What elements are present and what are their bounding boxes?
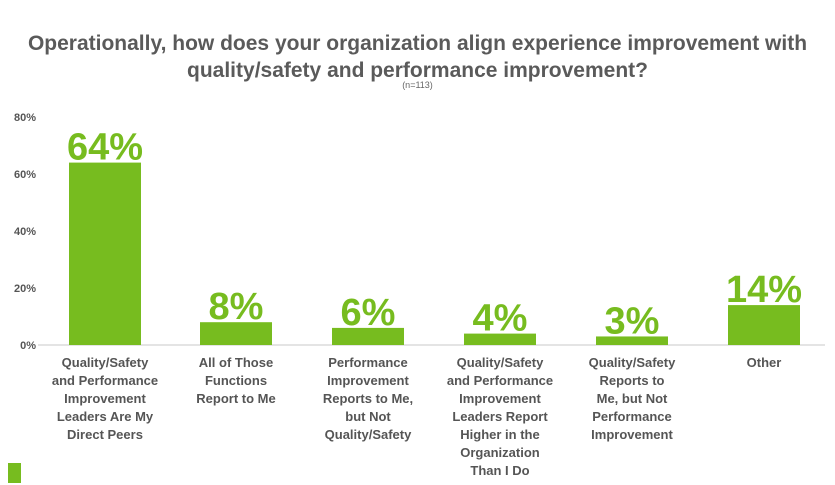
bar-chart: 0% 20% 40% 60% 80% 64% 8% 6% 4% 3% 14%: [14, 112, 825, 350]
x-tick-label-line: Higher in the: [460, 427, 540, 442]
y-tick-label: 20%: [14, 283, 36, 295]
x-tick-label: Other: [694, 354, 834, 372]
x-tick-label: All of Those Functions Report to Me: [166, 354, 306, 408]
y-tick-label: 0%: [20, 340, 36, 350]
x-tick-label-line: Leaders Report: [452, 409, 548, 424]
x-tick-label-line: Improvement: [327, 373, 409, 388]
bar: [69, 162, 141, 345]
bar: [332, 327, 404, 345]
x-tick-label: Quality/Safety Reports to Me, but Not Perfo…: [562, 354, 702, 444]
bar: [596, 336, 668, 345]
x-tick-label-line: Improvement: [64, 391, 146, 406]
data-label: 6%: [341, 292, 396, 334]
x-tick-label-line: Other: [746, 355, 782, 370]
x-tick-label-line: Quality/Safety: [588, 355, 676, 370]
x-tick-label: Quality/Safety and Performance Improvement…: [430, 354, 570, 480]
x-tick-label-line: and Performance: [51, 373, 159, 388]
x-tick-label-line: Quality/Safety: [456, 355, 544, 370]
x-tick-label-line: Improvement: [459, 391, 541, 406]
x-tick-label-line: but Not: [345, 409, 391, 424]
data-label: 3%: [605, 300, 660, 342]
chart-subtitle: (n=113): [402, 80, 433, 90]
x-tick-label-line: and Performance: [446, 373, 554, 388]
x-tick-label-line: Performance: [328, 355, 408, 370]
data-label: 4%: [473, 298, 528, 340]
y-tick-label: 60%: [14, 169, 36, 181]
x-tick-label-line: Improvement: [591, 427, 673, 442]
bar: [464, 333, 536, 345]
x-tick-label-line: Organization: [460, 445, 540, 460]
x-tick-label-line: Reports to: [599, 373, 665, 388]
bar: [200, 322, 272, 345]
x-tick-label: Quality/Safety and Performance Improvement…: [35, 354, 175, 444]
x-tick-label-line: Report to Me: [196, 391, 276, 406]
bar: [728, 305, 800, 345]
y-tick-label: 40%: [14, 226, 36, 238]
x-tick-label-line: Quality/Safety: [324, 427, 412, 442]
x-tick-label-line: All of Those: [198, 355, 274, 370]
chart-title: Operationally, how does your organizatio…: [27, 32, 808, 82]
legend-swatch: [8, 463, 21, 483]
x-tick-label-line: Than I Do: [470, 463, 530, 478]
x-tick-label-line: Me, but Not: [596, 391, 668, 406]
x-tick-label-line: Reports to Me,: [322, 391, 414, 406]
y-tick-label: 80%: [14, 112, 36, 124]
x-tick-label-line: Direct Peers: [67, 427, 143, 442]
data-label: 64%: [67, 127, 143, 169]
x-tick-label-line: Performance: [592, 409, 672, 424]
x-tick-label: Performance Improvement Reports to Me, but …: [298, 354, 438, 444]
x-tick-label-line: Leaders Are My: [56, 409, 154, 424]
data-label: 8%: [209, 286, 264, 328]
cropped-header-text: [0, 0, 835, 8]
x-tick-label-line: Quality/Safety: [61, 355, 149, 370]
x-tick-label-line: Functions: [204, 373, 268, 388]
data-label: 14%: [726, 269, 802, 311]
